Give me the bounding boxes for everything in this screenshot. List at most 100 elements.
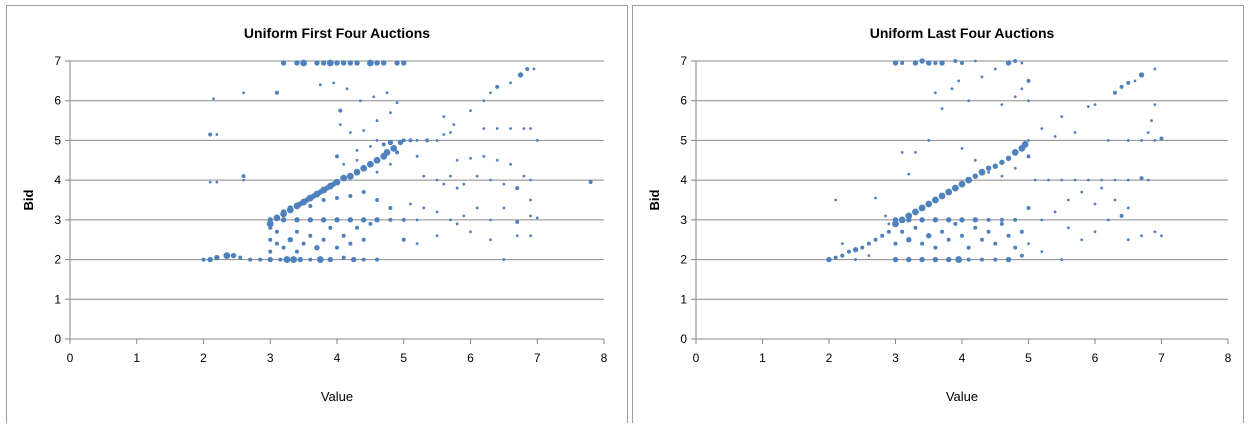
scatter-point — [960, 146, 964, 150]
scatter-point — [373, 156, 381, 164]
scatter-point — [280, 217, 287, 223]
scatter-point — [314, 60, 320, 66]
scatter-point — [940, 107, 944, 111]
scatter-point — [341, 255, 346, 260]
scatter-point — [401, 60, 407, 66]
scatter-point — [368, 144, 372, 148]
scatter-point — [993, 241, 998, 246]
scatter-point — [999, 221, 1004, 226]
scatter-point — [906, 256, 912, 263]
scatter-point — [1093, 202, 1097, 206]
scatter-point — [415, 242, 419, 246]
scatter-point — [283, 256, 291, 263]
scatter-point — [383, 148, 391, 156]
scatter-point — [348, 194, 353, 199]
scatter-point — [287, 237, 293, 243]
scatter-point — [1027, 242, 1030, 246]
scatter-point — [408, 138, 413, 143]
x-tick-label: 0 — [693, 351, 700, 365]
scatter-point — [207, 256, 213, 263]
y-tick-label: 2 — [680, 253, 687, 267]
scatter-point — [267, 256, 273, 263]
scatter-point — [980, 75, 984, 79]
scatter-point — [1160, 234, 1163, 238]
scatter-point — [435, 210, 439, 214]
scatter-point — [950, 87, 954, 91]
scatter-point — [449, 174, 452, 178]
scatter-point — [338, 108, 343, 113]
scatter-point — [1153, 67, 1157, 71]
scatter-point — [316, 256, 324, 263]
scatter-point — [258, 257, 263, 262]
scatter-point — [495, 158, 499, 162]
scatter-point — [281, 245, 286, 250]
scatter-point — [294, 60, 300, 66]
scatter-point — [979, 257, 984, 262]
scatter-point — [966, 245, 971, 250]
scatter-point — [455, 158, 459, 162]
x-tick-label: 7 — [1158, 351, 1165, 365]
scatter-point — [1106, 218, 1110, 222]
scatter-point — [1138, 72, 1145, 78]
scatter-point — [999, 159, 1005, 165]
scatter-point — [1113, 178, 1117, 182]
scatter-point — [320, 60, 327, 66]
scatter-point — [509, 127, 512, 130]
scatter-point — [1093, 103, 1097, 107]
scatter-point — [332, 81, 336, 85]
y-tick-label: 1 — [680, 292, 687, 306]
scatter-point — [959, 217, 965, 223]
scatter-point — [327, 256, 334, 263]
scatter-point — [893, 241, 898, 246]
scatter-point — [1033, 178, 1037, 182]
scatter-point — [509, 162, 512, 166]
scatter-point — [274, 90, 279, 95]
scatter-point — [360, 164, 368, 172]
x-tick-label: 3 — [267, 351, 274, 365]
scatter-point — [1119, 213, 1124, 218]
scatter-point — [469, 156, 472, 160]
scatter-point — [535, 139, 539, 142]
scatter-point — [993, 67, 997, 71]
scatter-point — [1159, 136, 1164, 141]
scatter-point — [1133, 79, 1137, 83]
scatter-point — [986, 229, 991, 234]
scatter-point — [906, 217, 912, 223]
scatter-point — [267, 217, 273, 223]
scatter-point — [374, 60, 380, 66]
scatter-point — [346, 172, 354, 180]
x-tick-label: 6 — [467, 351, 474, 365]
x-tick-label: 4 — [959, 351, 966, 365]
x-tick-label: 5 — [1025, 351, 1032, 365]
scatter-point — [324, 185, 330, 191]
scatter-point — [462, 182, 466, 186]
scatter-point — [529, 214, 532, 218]
scatter-point — [1093, 230, 1097, 234]
scatter-point — [334, 60, 340, 66]
scatter-point — [280, 60, 287, 66]
scatter-point — [361, 257, 366, 262]
scatter-point — [348, 241, 353, 246]
scatter-point — [375, 139, 379, 142]
scatter-point — [1153, 139, 1157, 142]
scatter-point — [1100, 186, 1104, 190]
scatter-point — [469, 230, 472, 234]
scatter-point — [1027, 99, 1030, 103]
scatter-point — [992, 163, 998, 169]
scatter-point — [358, 99, 362, 103]
scatter-point — [1047, 178, 1050, 182]
scatter-point — [1140, 139, 1143, 142]
scatter-point — [242, 178, 245, 182]
scatter-point — [395, 101, 399, 105]
scatter-point — [415, 218, 419, 222]
scatter-point — [1013, 166, 1017, 170]
scatter-point — [395, 150, 400, 155]
scatter-point — [1005, 155, 1012, 161]
scatter-point — [900, 150, 904, 154]
scatter-point — [1019, 253, 1024, 258]
x-tick-label: 5 — [400, 351, 407, 365]
scatter-point — [1112, 90, 1117, 95]
scatter-point — [422, 206, 426, 210]
scatter-point — [1126, 206, 1130, 210]
scatter-point — [927, 139, 931, 142]
